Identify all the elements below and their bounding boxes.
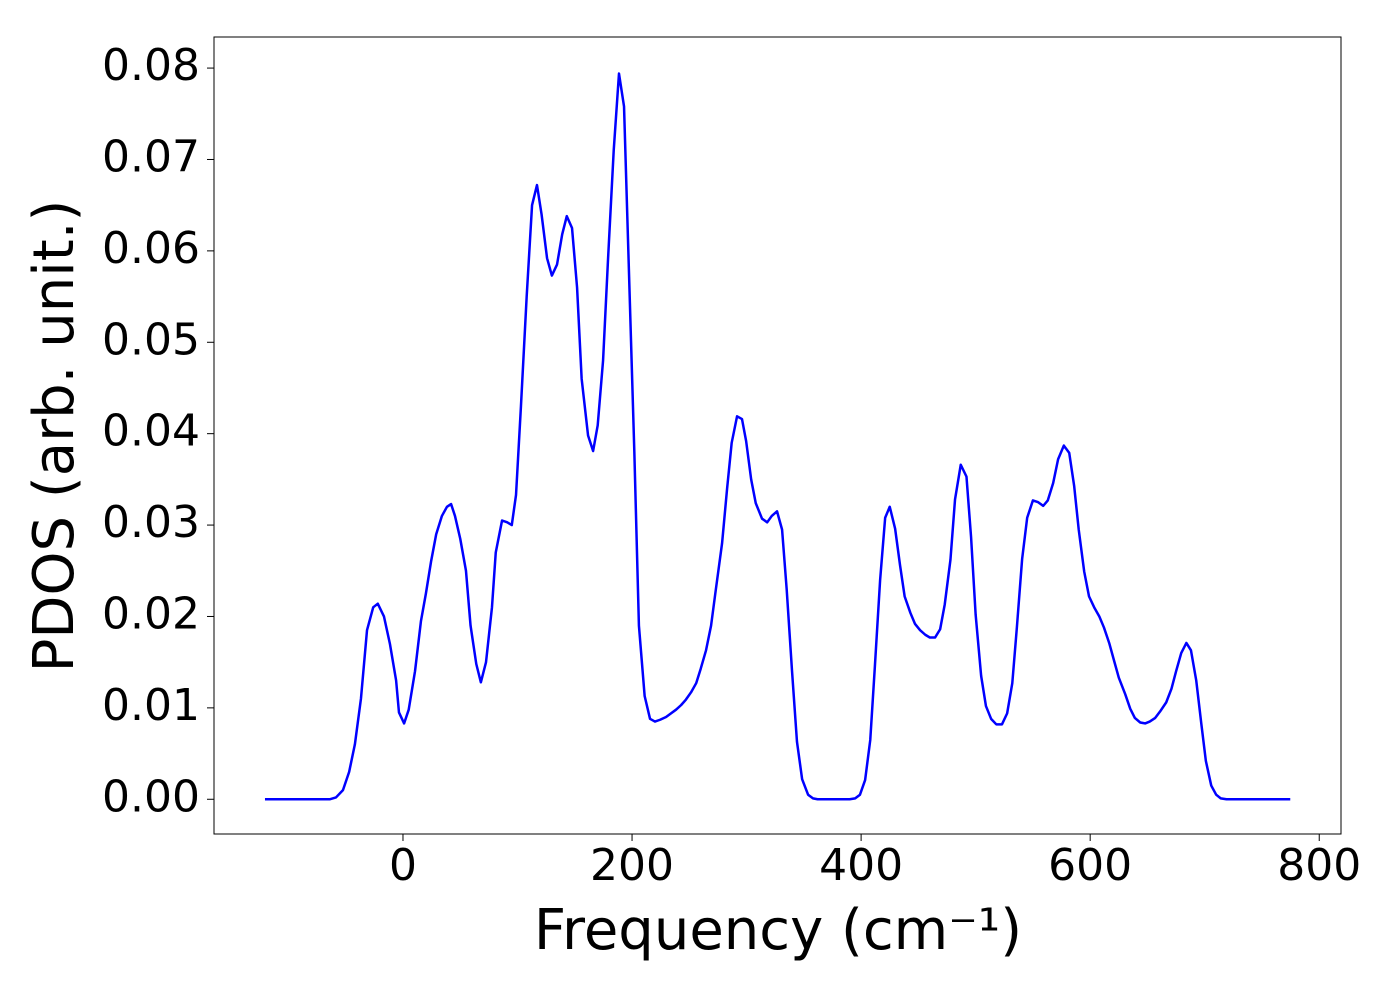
y-axis-label: PDOS (arb. unit.) <box>22 200 87 673</box>
x-tick-label: 200 <box>590 840 674 891</box>
y-tick-label: 0.07 <box>102 131 200 182</box>
y-tick-label: 0.06 <box>102 223 200 274</box>
x-axis-label: Frequency (cm⁻¹) <box>534 898 1022 963</box>
y-tick-label: 0.04 <box>102 406 200 457</box>
plot-frame <box>213 36 1342 835</box>
y-tick-label: 0.01 <box>102 680 200 731</box>
x-tick-label: 800 <box>1277 840 1361 891</box>
y-tick-label: 0.08 <box>102 40 200 91</box>
y-tick-label: 0.02 <box>102 588 200 639</box>
x-tick-label: 600 <box>1048 840 1132 891</box>
x-tick-label: 400 <box>819 840 903 891</box>
data-line <box>264 72 1291 801</box>
x-tick-label: 0 <box>389 840 417 891</box>
y-tick-label: 0.05 <box>102 314 200 365</box>
y-tick-label: 0.03 <box>102 497 200 548</box>
y-tick-label: 0.00 <box>102 771 200 822</box>
